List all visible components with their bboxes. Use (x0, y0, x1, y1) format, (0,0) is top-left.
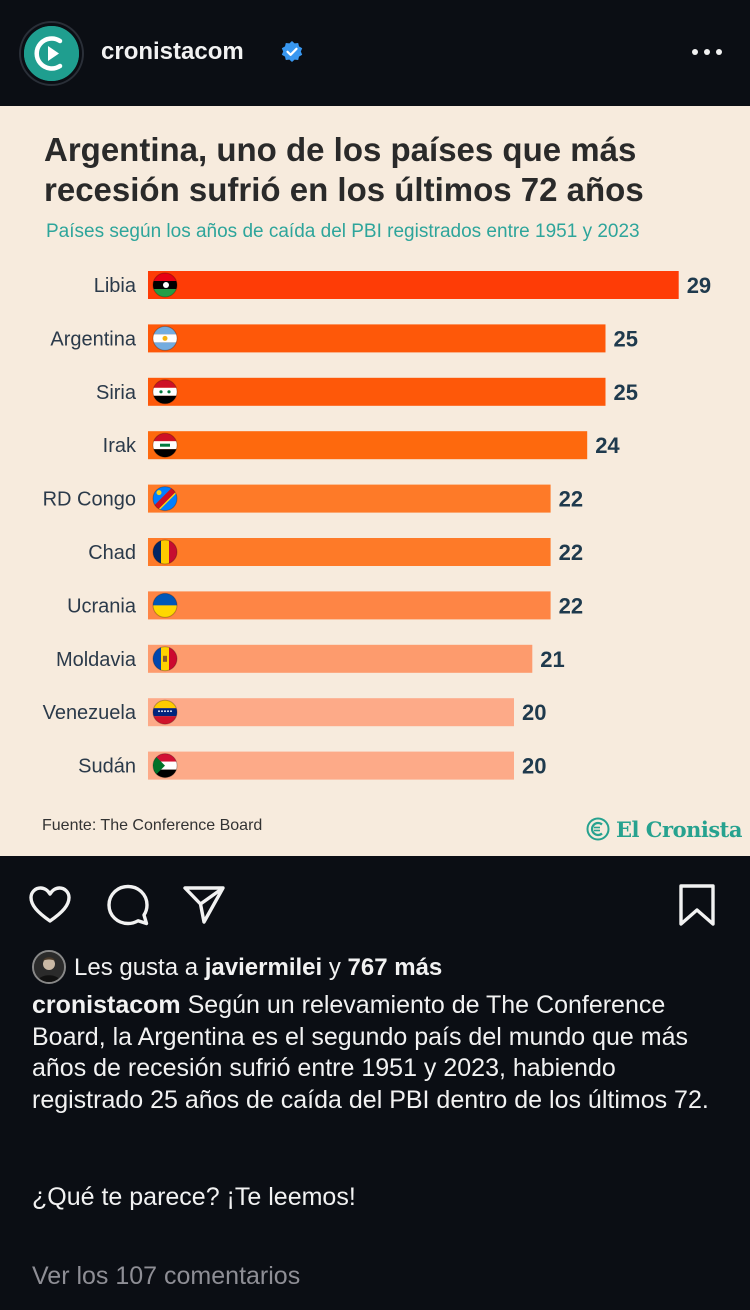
likes-text: Les gusta a javiermilei y 767 más (74, 954, 442, 982)
send-icon[interactable] (181, 882, 227, 928)
data-label: 22 (559, 540, 583, 565)
post-username[interactable]: cronistacom (101, 38, 244, 65)
verified-badge-icon (281, 41, 303, 62)
country-flag-icon (152, 753, 178, 779)
country-flag-icon (152, 646, 178, 672)
category-label: Moldavia (56, 649, 137, 671)
caption-question: ¿Qué te parece? ¡Te leemos! (32, 1183, 356, 1211)
heart-icon[interactable] (27, 882, 73, 928)
data-label: 22 (559, 593, 583, 618)
profile-avatar[interactable] (21, 23, 82, 84)
chart-title-line-1: Argentina, uno de los países que más (44, 131, 637, 168)
chart-title-line-2: recesión sufrió en los últimos 72 años (44, 171, 644, 208)
likes-prefix: Les gusta a (74, 954, 199, 981)
view-comments-link[interactable]: Ver los 107 comentarios (32, 1262, 301, 1290)
country-flag-icon (152, 486, 178, 512)
bar (148, 324, 606, 353)
bar (148, 698, 514, 727)
data-label: 25 (614, 380, 638, 405)
post-actions (0, 856, 750, 946)
category-label: Irak (103, 435, 137, 457)
comment-icon[interactable] (105, 882, 151, 928)
cronista-logo-icon (24, 26, 79, 81)
category-label: Sudán (78, 756, 136, 778)
likes-row[interactable]: Les gusta a javiermilei y 767 más (30, 950, 730, 986)
bar (148, 751, 514, 780)
post-image[interactable]: Argentina, uno de los países que más rec… (0, 106, 750, 856)
category-label: Argentina (50, 328, 136, 350)
caption-text: Según un relevamiento de The Conference … (32, 991, 709, 1114)
more-horizontal-icon[interactable] (690, 38, 724, 66)
data-label: 20 (522, 700, 546, 725)
chart-source: Fuente: The Conference Board (42, 817, 263, 834)
data-label: 24 (595, 433, 620, 458)
liker-avatar[interactable] (32, 950, 66, 984)
bar (148, 538, 551, 566)
data-label: 20 (522, 754, 546, 779)
data-label: 21 (540, 647, 564, 672)
category-label: RD Congo (43, 489, 136, 511)
data-label: 22 (559, 487, 583, 512)
likes-joiner: y (328, 954, 341, 981)
post-caption: cronistacom Según un relevamiento de The… (32, 990, 722, 1116)
likes-count[interactable]: 767 más (347, 954, 443, 981)
el-cronista-logo-icon (586, 817, 610, 841)
caption-username[interactable]: cronistacom (32, 991, 181, 1019)
country-flag-icon (152, 539, 178, 565)
category-label: Libia (94, 275, 137, 297)
category-label: Chad (88, 542, 136, 564)
country-flag-icon (152, 432, 178, 458)
country-flag-icon (152, 272, 178, 298)
category-label: Ucrania (67, 595, 137, 617)
country-flag-icon (152, 699, 178, 725)
data-label: 25 (614, 326, 638, 351)
country-flag-icon (152, 379, 178, 405)
bar (148, 644, 533, 673)
bookmark-icon[interactable] (674, 882, 720, 928)
bar (148, 484, 551, 513)
chart-subtitle: Países según los años de caída del PBI r… (46, 221, 640, 242)
data-label: 29 (687, 273, 711, 298)
brand-name: El Cronista (616, 817, 742, 842)
category-label: Venezuela (43, 702, 137, 724)
bar (148, 431, 588, 460)
bar (148, 591, 551, 620)
bar (148, 271, 679, 299)
country-flag-icon (152, 592, 178, 618)
person-icon (34, 952, 64, 982)
category-label: Siria (96, 382, 137, 404)
liker-username[interactable]: javiermilei (204, 954, 323, 981)
country-flag-icon (152, 325, 178, 351)
bar-chart: Libia 29 Argentina 25 Siria 25 Irak 24 RD Congo 2… (43, 271, 711, 780)
bar (148, 377, 606, 406)
chart-title: Argentina, uno de los países que más rec… (44, 130, 724, 210)
post-header: cronistacom (0, 0, 750, 106)
